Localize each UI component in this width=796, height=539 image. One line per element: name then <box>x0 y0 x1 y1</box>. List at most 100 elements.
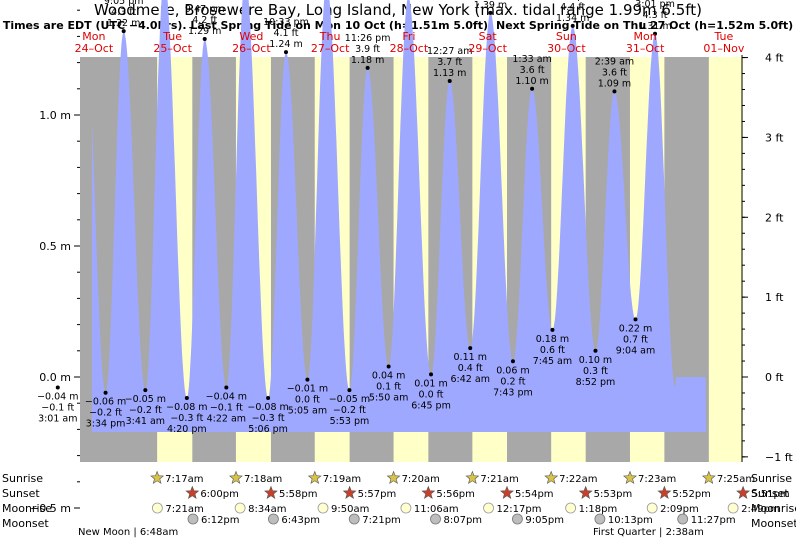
tide-ft-label: 0.6 ft <box>540 345 565 356</box>
day-date: 29–Oct <box>468 42 507 55</box>
tide-ft-label: 0.4 ft <box>458 363 483 374</box>
tide-ft-label: 3.9 ft <box>355 44 380 55</box>
tide-m-label: 0.11 m <box>454 352 487 363</box>
tide-ft-label: −0.3 ft <box>252 413 285 424</box>
tide-m-label: 0.22 m <box>619 323 652 334</box>
moonset-icon <box>512 513 523 525</box>
tide-time-label: 3:34 pm <box>86 419 126 430</box>
sunrise-time: 7:23am <box>638 474 676 485</box>
tide-time-label: 7:43 pm <box>493 387 533 398</box>
tide-point <box>55 385 60 390</box>
tide-ft-label: 3.6 ft <box>602 67 627 78</box>
tide-time-label: 7:45 am <box>533 356 572 367</box>
sunset-row-label-right: Sunset <box>751 487 789 500</box>
moonset-time: 11:27pm <box>691 515 736 526</box>
tide-point <box>550 327 555 332</box>
tide-point <box>570 23 575 28</box>
sunset-icon <box>657 485 672 499</box>
day-name: Tue <box>162 30 182 43</box>
right-tick-label: 1 ft <box>765 291 784 304</box>
right-tick-label: −1 ft <box>765 451 793 464</box>
moonset-icon <box>348 513 360 525</box>
moonset-row-label: Moonset <box>2 517 49 530</box>
sunrise-icon <box>623 470 637 484</box>
sunrise-time: 7:20am <box>402 474 440 485</box>
tide-time-label: 5:53 pm <box>330 416 370 427</box>
tide-ft-label: 0.0 ft <box>419 389 444 400</box>
day-date: 28–Oct <box>390 42 429 55</box>
moon-phase-first-quarter: First Quarter | 2:38am <box>593 527 704 538</box>
day-date: 24–Oct <box>75 42 114 55</box>
tide-ft-label: 4.4 ft <box>560 2 585 13</box>
moonset-time: 6:12pm <box>201 515 240 526</box>
moonrise-time: 2:49pm <box>741 504 780 515</box>
sunrise-icon <box>544 470 559 484</box>
axes: 1.5 m1.0 m0.5 m0.0 m−0.5 m6 ft5 ft4 ft3 … <box>30 9 793 515</box>
sunset-icon <box>736 485 751 499</box>
tide-ft-label: −0.3 ft <box>170 413 203 424</box>
tide-ft-label: 4.3 ft <box>111 7 136 18</box>
sunset-time: 5:56pm <box>436 489 475 500</box>
left-tick-label: 1.0 m <box>39 109 71 122</box>
tide-ft-label: 0.3 ft <box>583 366 608 377</box>
tide-point <box>305 377 310 382</box>
tide-m-label: 0.18 m <box>536 334 569 345</box>
tide-point <box>386 364 391 369</box>
tide-m-label: −0.05 m <box>329 394 370 405</box>
day-date: 31–Oct <box>626 42 665 55</box>
moonrise-time: 12:17pm <box>497 504 542 515</box>
moonrise-time: 7:21am <box>165 504 203 515</box>
tide-point <box>103 390 108 395</box>
tide-ft-label: 0.0 ft <box>295 395 320 406</box>
tide-m-label: −0.08 m <box>247 402 288 413</box>
tide-point <box>365 65 370 70</box>
moonrise-icon <box>727 502 739 514</box>
tide-time-label: 1:33 am <box>512 54 551 65</box>
sunset-icon <box>421 485 436 499</box>
sunrise-icon <box>465 470 480 484</box>
moonset-icon <box>677 513 689 525</box>
moonrise-icon <box>646 502 658 514</box>
tide-ft-label: −0.1 ft <box>210 402 243 413</box>
sunset-icon <box>578 485 593 499</box>
day-date: 26–Oct <box>232 42 271 55</box>
tide-point <box>593 348 598 353</box>
tide-point <box>347 388 352 393</box>
tide-m-label: −0.04 m <box>206 391 247 402</box>
right-tick-label: 4 ft <box>765 52 784 65</box>
day-date: 25–Oct <box>153 42 192 55</box>
moonrise-icon <box>151 502 163 514</box>
tide-m-label: 0.04 m <box>372 371 405 382</box>
tide-ft-label: 0.7 ft <box>623 334 648 345</box>
tide-time-label: 3:41 am <box>126 416 165 427</box>
day-name: Mon <box>82 30 105 43</box>
moonrise-row-label-right: Moonrise <box>751 502 796 515</box>
chart-subtitle: Times are EDT (UTC −4.0hrs). Last Spring… <box>3 19 793 32</box>
moonrise-icon <box>565 502 577 514</box>
tide-ft-label: −0.1 ft <box>41 402 74 413</box>
tide-markers: −0.04 m−0.1 ft3:01 am8:50 am4.9 ft1.48 m… <box>37 0 675 435</box>
moonset-time: 7:21pm <box>362 515 401 526</box>
tide-time-label: 9:05 pm <box>104 0 144 7</box>
tide-point <box>121 29 126 34</box>
tide-m-label: −0.08 m <box>166 402 207 413</box>
day-headers: Mon24–OctTue25–OctWed26–OctThu27–OctFri2… <box>75 30 745 55</box>
tide-ft-label: 3.7 ft <box>437 57 462 68</box>
moonrise-time: 2:09pm <box>660 504 699 515</box>
tide-m-label: −0.01 m <box>287 384 328 395</box>
moonset-row-label-right: Moonset <box>751 517 796 530</box>
moonset-icon <box>187 513 199 525</box>
tide-time-label: 3:01 pm <box>635 0 675 10</box>
tide-time-label: 5:50 am <box>369 393 408 404</box>
sunrise-icon <box>150 470 165 484</box>
moonset-time: 8:07pm <box>444 515 483 526</box>
sunset-icon <box>342 485 357 499</box>
tide-time-label: 8:52 pm <box>576 377 616 388</box>
tide-curve <box>92 0 706 432</box>
moonrise-row-label: Moonrise <box>2 502 52 515</box>
tide-ft-label: 4.1 ft <box>273 28 298 39</box>
tide-time-label: 1:56 pm <box>553 0 593 2</box>
sunrise-time: 7:18am <box>244 474 282 485</box>
tide-time-label: 10:33 pm <box>263 17 309 28</box>
tide-time-label: 3:01 am <box>38 413 77 424</box>
